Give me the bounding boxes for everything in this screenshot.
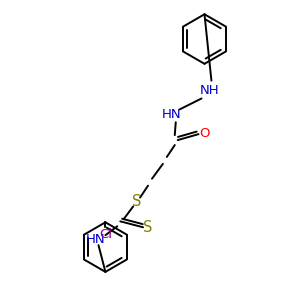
Text: Cl: Cl [99, 228, 112, 241]
Text: S: S [143, 220, 153, 235]
Text: S: S [132, 194, 142, 209]
Text: O: O [199, 127, 210, 140]
Text: HN: HN [162, 108, 182, 121]
Text: NH: NH [200, 84, 219, 97]
Text: HN: HN [86, 233, 105, 246]
